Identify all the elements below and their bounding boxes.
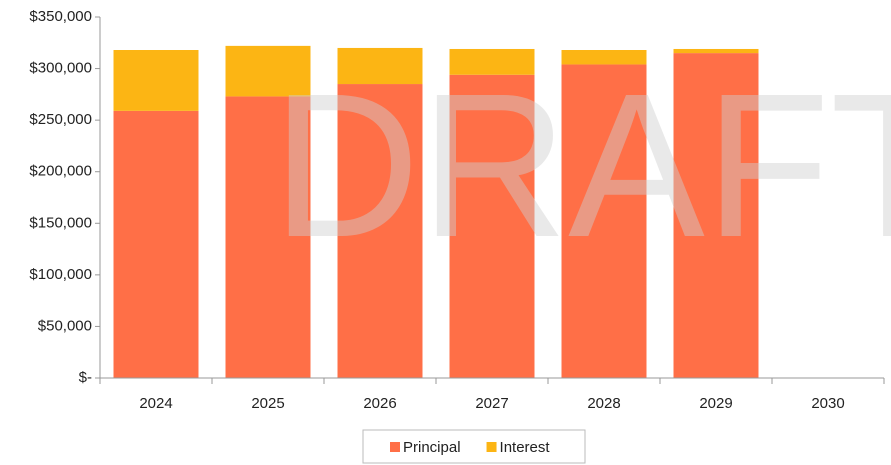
legend: Principal Interest bbox=[362, 429, 586, 464]
x-tick-label: 2027 bbox=[475, 395, 508, 412]
x-tick-label: 2026 bbox=[363, 395, 396, 412]
bar-segment bbox=[337, 47, 423, 85]
bar-segment bbox=[561, 50, 647, 65]
y-tick-label: $300,000 bbox=[29, 60, 92, 77]
watermark: DRAFT bbox=[272, 51, 891, 280]
bar-segment bbox=[113, 110, 199, 379]
y-tick-label: $350,000 bbox=[29, 8, 92, 25]
x-tick-label: 2024 bbox=[139, 395, 172, 412]
x-tick-label: 2025 bbox=[251, 395, 284, 412]
x-tick-label: 2029 bbox=[699, 395, 732, 412]
legend-label: Interest bbox=[500, 439, 551, 456]
plot bbox=[113, 45, 759, 379]
legend-swatch bbox=[486, 442, 497, 452]
y-tick-label: $250,000 bbox=[29, 111, 92, 128]
legend-label: Principal bbox=[403, 439, 461, 456]
bar-segment bbox=[449, 48, 535, 75]
bar-segment bbox=[337, 84, 423, 379]
bar-segment bbox=[673, 48, 759, 54]
x-tick-label: 2028 bbox=[587, 395, 620, 412]
x-tick-label: 2030 bbox=[811, 395, 844, 412]
bar-segment bbox=[225, 96, 311, 379]
y-tick-label: $50,000 bbox=[38, 317, 92, 334]
bar-segment bbox=[449, 74, 535, 378]
legend-swatch bbox=[390, 442, 400, 452]
y-tick-label: $100,000 bbox=[29, 266, 92, 283]
y-tick-label: $150,000 bbox=[29, 214, 92, 231]
bar-segment bbox=[113, 50, 199, 111]
y-tick-label: $200,000 bbox=[29, 163, 92, 180]
y-tick-label: $- bbox=[79, 369, 92, 386]
bar-segment bbox=[225, 45, 311, 97]
bar-segment bbox=[561, 64, 647, 379]
bar-segment bbox=[673, 53, 759, 378]
